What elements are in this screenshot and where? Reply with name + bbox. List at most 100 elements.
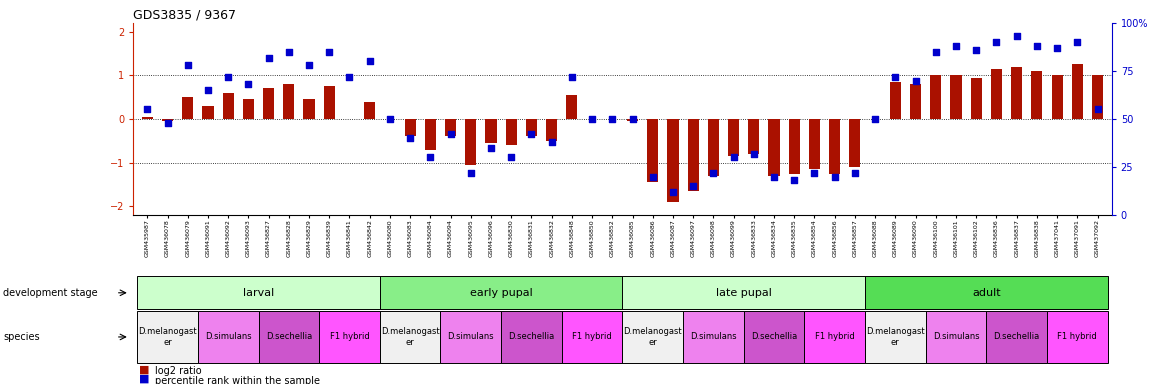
Point xyxy=(462,170,481,176)
Point xyxy=(482,145,500,151)
Bar xyxy=(1011,67,1023,119)
Bar xyxy=(626,119,638,121)
Point xyxy=(582,116,601,122)
Bar xyxy=(284,84,294,119)
Bar xyxy=(951,75,961,119)
Point xyxy=(745,151,763,157)
Bar xyxy=(566,95,578,119)
Bar xyxy=(688,119,698,191)
Bar xyxy=(222,93,234,119)
Text: F1 hybrid: F1 hybrid xyxy=(1057,333,1097,341)
Bar xyxy=(708,119,719,176)
Point xyxy=(684,183,703,189)
Text: D.melanogast
er: D.melanogast er xyxy=(381,327,439,347)
Bar xyxy=(203,106,213,119)
Bar xyxy=(162,119,173,121)
Bar xyxy=(425,119,435,150)
Bar xyxy=(404,119,416,136)
Bar xyxy=(324,86,335,119)
Point xyxy=(563,74,581,80)
Text: percentile rank within the sample: percentile rank within the sample xyxy=(155,376,320,384)
Bar xyxy=(263,88,274,119)
Text: D.melanogast
er: D.melanogast er xyxy=(623,327,682,347)
Text: D.sechellia: D.sechellia xyxy=(508,333,555,341)
Point xyxy=(725,154,743,161)
Text: F1 hybrid: F1 hybrid xyxy=(330,333,369,341)
Text: D.simulans: D.simulans xyxy=(932,333,980,341)
Bar xyxy=(849,119,860,167)
Text: F1 hybrid: F1 hybrid xyxy=(572,333,611,341)
Bar xyxy=(1051,75,1063,119)
Point xyxy=(320,49,338,55)
Bar xyxy=(303,99,315,119)
Point xyxy=(826,174,844,180)
Point xyxy=(603,116,622,122)
Point xyxy=(240,81,258,88)
Point xyxy=(1007,33,1026,40)
Bar xyxy=(748,119,760,154)
Bar xyxy=(364,102,375,119)
Point xyxy=(159,120,177,126)
Text: D.sechellia: D.sechellia xyxy=(750,333,797,341)
Point xyxy=(522,131,541,137)
Text: D.simulans: D.simulans xyxy=(690,333,736,341)
Text: late pupal: late pupal xyxy=(716,288,771,298)
Bar xyxy=(889,82,901,119)
Bar xyxy=(789,119,800,174)
Point xyxy=(805,170,823,176)
Point xyxy=(360,58,379,65)
Point xyxy=(300,62,318,68)
Text: early pupal: early pupal xyxy=(470,288,533,298)
Point xyxy=(664,189,682,195)
Point xyxy=(785,177,804,184)
Bar xyxy=(506,119,516,145)
Point xyxy=(259,55,278,61)
Text: species: species xyxy=(3,332,41,342)
Bar xyxy=(485,119,497,143)
Bar xyxy=(1072,65,1083,119)
Point xyxy=(987,39,1005,45)
Bar xyxy=(910,84,921,119)
Bar xyxy=(769,119,779,176)
Text: log2 ratio: log2 ratio xyxy=(155,366,201,376)
Text: D.sechellia: D.sechellia xyxy=(994,333,1040,341)
Point xyxy=(381,116,400,122)
Bar xyxy=(991,69,1002,119)
Point xyxy=(947,43,966,49)
Point xyxy=(623,116,642,122)
Point xyxy=(441,131,460,137)
Bar xyxy=(466,119,476,165)
Text: D.melanogast
er: D.melanogast er xyxy=(866,327,925,347)
Bar xyxy=(526,119,537,136)
Point xyxy=(219,74,237,80)
Bar xyxy=(141,117,153,119)
Bar xyxy=(970,78,982,119)
Point xyxy=(501,154,520,161)
Point xyxy=(542,139,560,145)
Text: development stage: development stage xyxy=(3,288,98,298)
Bar xyxy=(728,119,739,156)
Text: F1 hybrid: F1 hybrid xyxy=(815,333,855,341)
Point xyxy=(967,47,985,53)
Point xyxy=(907,78,925,84)
Point xyxy=(1027,43,1046,49)
Point xyxy=(340,74,359,80)
Bar xyxy=(1092,75,1104,119)
Bar xyxy=(930,75,941,119)
Point xyxy=(279,49,298,55)
Point xyxy=(1048,45,1067,51)
Text: larval: larval xyxy=(243,288,274,298)
Text: D.simulans: D.simulans xyxy=(205,333,251,341)
Point xyxy=(1089,106,1107,113)
Point xyxy=(199,87,218,93)
Bar xyxy=(829,119,841,174)
Text: ■: ■ xyxy=(139,374,149,384)
Bar xyxy=(809,119,820,169)
Point xyxy=(138,106,156,113)
Point xyxy=(764,174,783,180)
Point xyxy=(422,154,440,161)
Bar xyxy=(547,119,557,141)
Bar xyxy=(445,119,456,136)
Point xyxy=(401,135,419,141)
Bar xyxy=(667,119,679,202)
